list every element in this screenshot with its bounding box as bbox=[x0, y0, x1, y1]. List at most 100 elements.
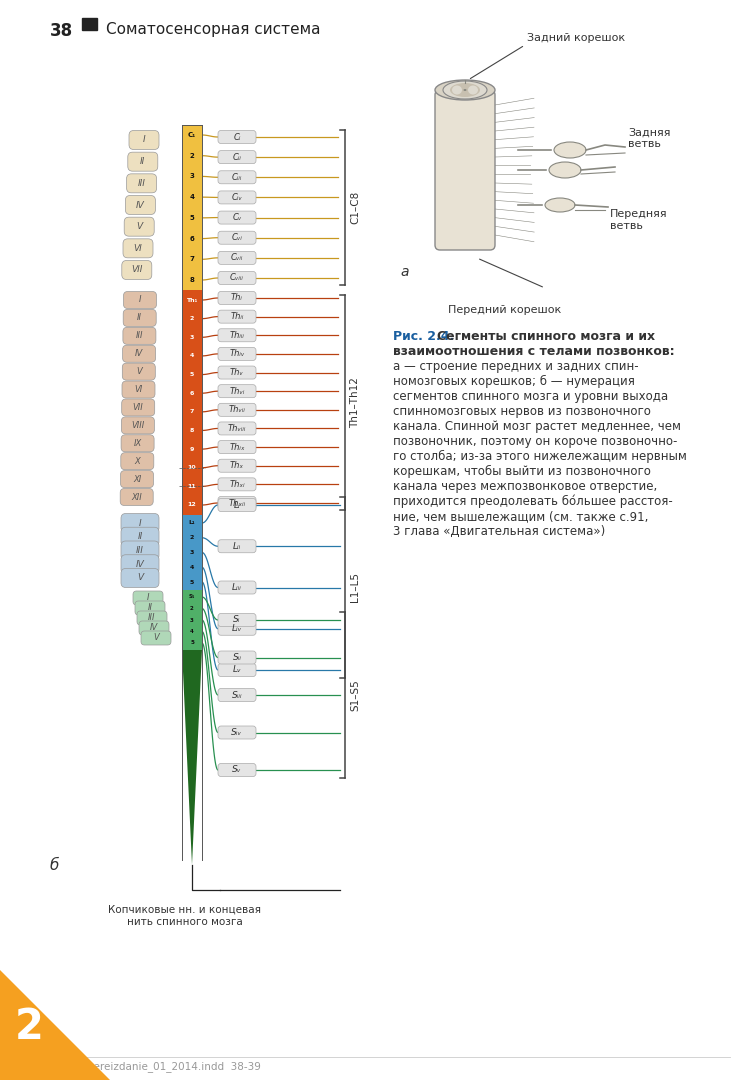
FancyBboxPatch shape bbox=[218, 131, 256, 144]
FancyBboxPatch shape bbox=[128, 152, 158, 171]
FancyBboxPatch shape bbox=[218, 171, 256, 184]
Text: сегментов спинного мозга и уровни выхода: сегментов спинного мозга и уровни выхода bbox=[393, 390, 668, 403]
FancyBboxPatch shape bbox=[121, 555, 159, 573]
Text: 2: 2 bbox=[190, 536, 194, 540]
Text: Thᵢᵥ: Thᵢᵥ bbox=[229, 350, 244, 359]
Text: IX: IX bbox=[133, 438, 142, 448]
Text: IV: IV bbox=[136, 201, 145, 210]
FancyBboxPatch shape bbox=[121, 453, 153, 470]
FancyBboxPatch shape bbox=[218, 651, 256, 664]
Bar bbox=[182, 125, 202, 291]
Text: Thᵥᵢᵢᵢ: Thᵥᵢᵢᵢ bbox=[228, 424, 246, 433]
Text: 2: 2 bbox=[190, 606, 194, 611]
Text: 3: 3 bbox=[190, 550, 194, 555]
Ellipse shape bbox=[549, 162, 581, 178]
Text: Lᵢ: Lᵢ bbox=[234, 500, 241, 510]
FancyBboxPatch shape bbox=[218, 581, 256, 594]
FancyBboxPatch shape bbox=[218, 477, 256, 491]
FancyBboxPatch shape bbox=[123, 327, 156, 345]
Text: Sᵢᵥ: Sᵢᵥ bbox=[232, 728, 243, 737]
Text: Cᵢᵢ: Cᵢᵢ bbox=[232, 152, 241, 162]
FancyBboxPatch shape bbox=[122, 381, 155, 399]
FancyBboxPatch shape bbox=[218, 726, 256, 739]
Text: 6: 6 bbox=[190, 235, 194, 242]
Text: 4: 4 bbox=[189, 194, 194, 200]
Text: III: III bbox=[138, 179, 145, 188]
Text: б: б bbox=[50, 858, 60, 873]
FancyBboxPatch shape bbox=[218, 497, 256, 510]
Ellipse shape bbox=[468, 85, 478, 94]
FancyBboxPatch shape bbox=[218, 403, 256, 416]
Text: номозговых корешков; б — нумерация: номозговых корешков; б — нумерация bbox=[393, 375, 635, 388]
FancyBboxPatch shape bbox=[218, 310, 256, 323]
Text: Lᵥ: Lᵥ bbox=[232, 665, 241, 675]
Text: 11: 11 bbox=[188, 484, 197, 489]
Text: 3 глава «Двигательная система»): 3 глава «Двигательная система») bbox=[393, 525, 605, 538]
Text: 8: 8 bbox=[189, 276, 194, 283]
FancyBboxPatch shape bbox=[121, 527, 159, 546]
Text: Sᵢ: Sᵢ bbox=[233, 616, 241, 624]
FancyBboxPatch shape bbox=[121, 417, 154, 434]
Text: Копчиковые нн. и концевая
нить спинного мозга: Копчиковые нн. и концевая нить спинного … bbox=[109, 905, 261, 927]
Text: I: I bbox=[139, 296, 142, 305]
Text: 5: 5 bbox=[190, 640, 194, 646]
Text: III: III bbox=[148, 613, 156, 622]
Text: а: а bbox=[400, 265, 408, 279]
FancyBboxPatch shape bbox=[218, 441, 256, 454]
Text: приходится преодолевать бо́льшее расстоя-: приходится преодолевать бо́льшее расстоя… bbox=[393, 495, 673, 509]
Text: Thᵥᵢᵢ: Thᵥᵢᵢ bbox=[229, 405, 245, 415]
Text: Lᵢᵥ: Lᵢᵥ bbox=[232, 624, 242, 633]
Text: IV: IV bbox=[135, 349, 143, 359]
Text: IV: IV bbox=[136, 559, 145, 569]
Text: позвоночник, поэтому он короче позвоночно-: позвоночник, поэтому он короче позвоночн… bbox=[393, 435, 677, 448]
FancyBboxPatch shape bbox=[121, 568, 159, 588]
Text: Задний корешок: Задний корешок bbox=[527, 33, 625, 43]
Text: 4: 4 bbox=[190, 629, 194, 634]
Text: Thᵢ: Thᵢ bbox=[231, 294, 243, 302]
Polygon shape bbox=[182, 650, 202, 865]
Text: II: II bbox=[140, 158, 145, 166]
FancyBboxPatch shape bbox=[129, 131, 159, 149]
FancyBboxPatch shape bbox=[218, 211, 256, 224]
Text: V: V bbox=[136, 222, 142, 231]
FancyBboxPatch shape bbox=[218, 252, 256, 265]
Text: 12: 12 bbox=[188, 502, 197, 508]
FancyBboxPatch shape bbox=[435, 90, 495, 249]
Text: S1–S5: S1–S5 bbox=[350, 679, 360, 711]
Text: Cᵥᵢ: Cᵥᵢ bbox=[232, 233, 242, 242]
FancyBboxPatch shape bbox=[135, 600, 165, 615]
Text: VII: VII bbox=[131, 266, 142, 274]
FancyBboxPatch shape bbox=[218, 540, 256, 553]
FancyBboxPatch shape bbox=[218, 663, 256, 676]
Text: Cᵥᵢᵢᵢ: Cᵥᵢᵢᵢ bbox=[230, 273, 244, 283]
FancyBboxPatch shape bbox=[122, 363, 155, 380]
FancyBboxPatch shape bbox=[124, 292, 156, 309]
Text: Cᵢᵢᵢ: Cᵢᵢᵢ bbox=[232, 173, 242, 181]
Text: Соматосенсорная система: Соматосенсорная система bbox=[106, 22, 320, 37]
Text: Th₁: Th₁ bbox=[186, 297, 197, 302]
Text: VII: VII bbox=[133, 403, 144, 411]
Text: Lᵢᵢᵢ: Lᵢᵢᵢ bbox=[232, 583, 242, 592]
Text: 3: 3 bbox=[189, 174, 194, 179]
Text: II: II bbox=[137, 313, 142, 323]
Text: I: I bbox=[147, 594, 149, 603]
Text: VI: VI bbox=[134, 386, 142, 394]
Text: канала. Спинной мозг растет медленнее, чем: канала. Спинной мозг растет медленнее, ч… bbox=[393, 420, 681, 433]
Text: 10: 10 bbox=[188, 465, 197, 470]
Text: III: III bbox=[136, 332, 143, 340]
Text: I: I bbox=[143, 135, 145, 145]
Text: го столба; из-за этого нижележащим нервным: го столба; из-за этого нижележащим нервн… bbox=[393, 450, 687, 463]
Text: а — строение передних и задних спин-: а — строение передних и задних спин- bbox=[393, 360, 638, 373]
Text: 7: 7 bbox=[189, 256, 194, 262]
Ellipse shape bbox=[443, 81, 487, 99]
FancyBboxPatch shape bbox=[121, 541, 159, 561]
Text: IV: IV bbox=[150, 623, 158, 633]
Polygon shape bbox=[0, 970, 110, 1080]
FancyBboxPatch shape bbox=[121, 260, 152, 280]
Text: 2: 2 bbox=[190, 152, 194, 159]
Text: V: V bbox=[137, 573, 143, 582]
Text: 5: 5 bbox=[190, 372, 194, 377]
FancyBboxPatch shape bbox=[120, 488, 153, 505]
Text: X: X bbox=[134, 457, 140, 465]
Text: I: I bbox=[139, 518, 142, 527]
